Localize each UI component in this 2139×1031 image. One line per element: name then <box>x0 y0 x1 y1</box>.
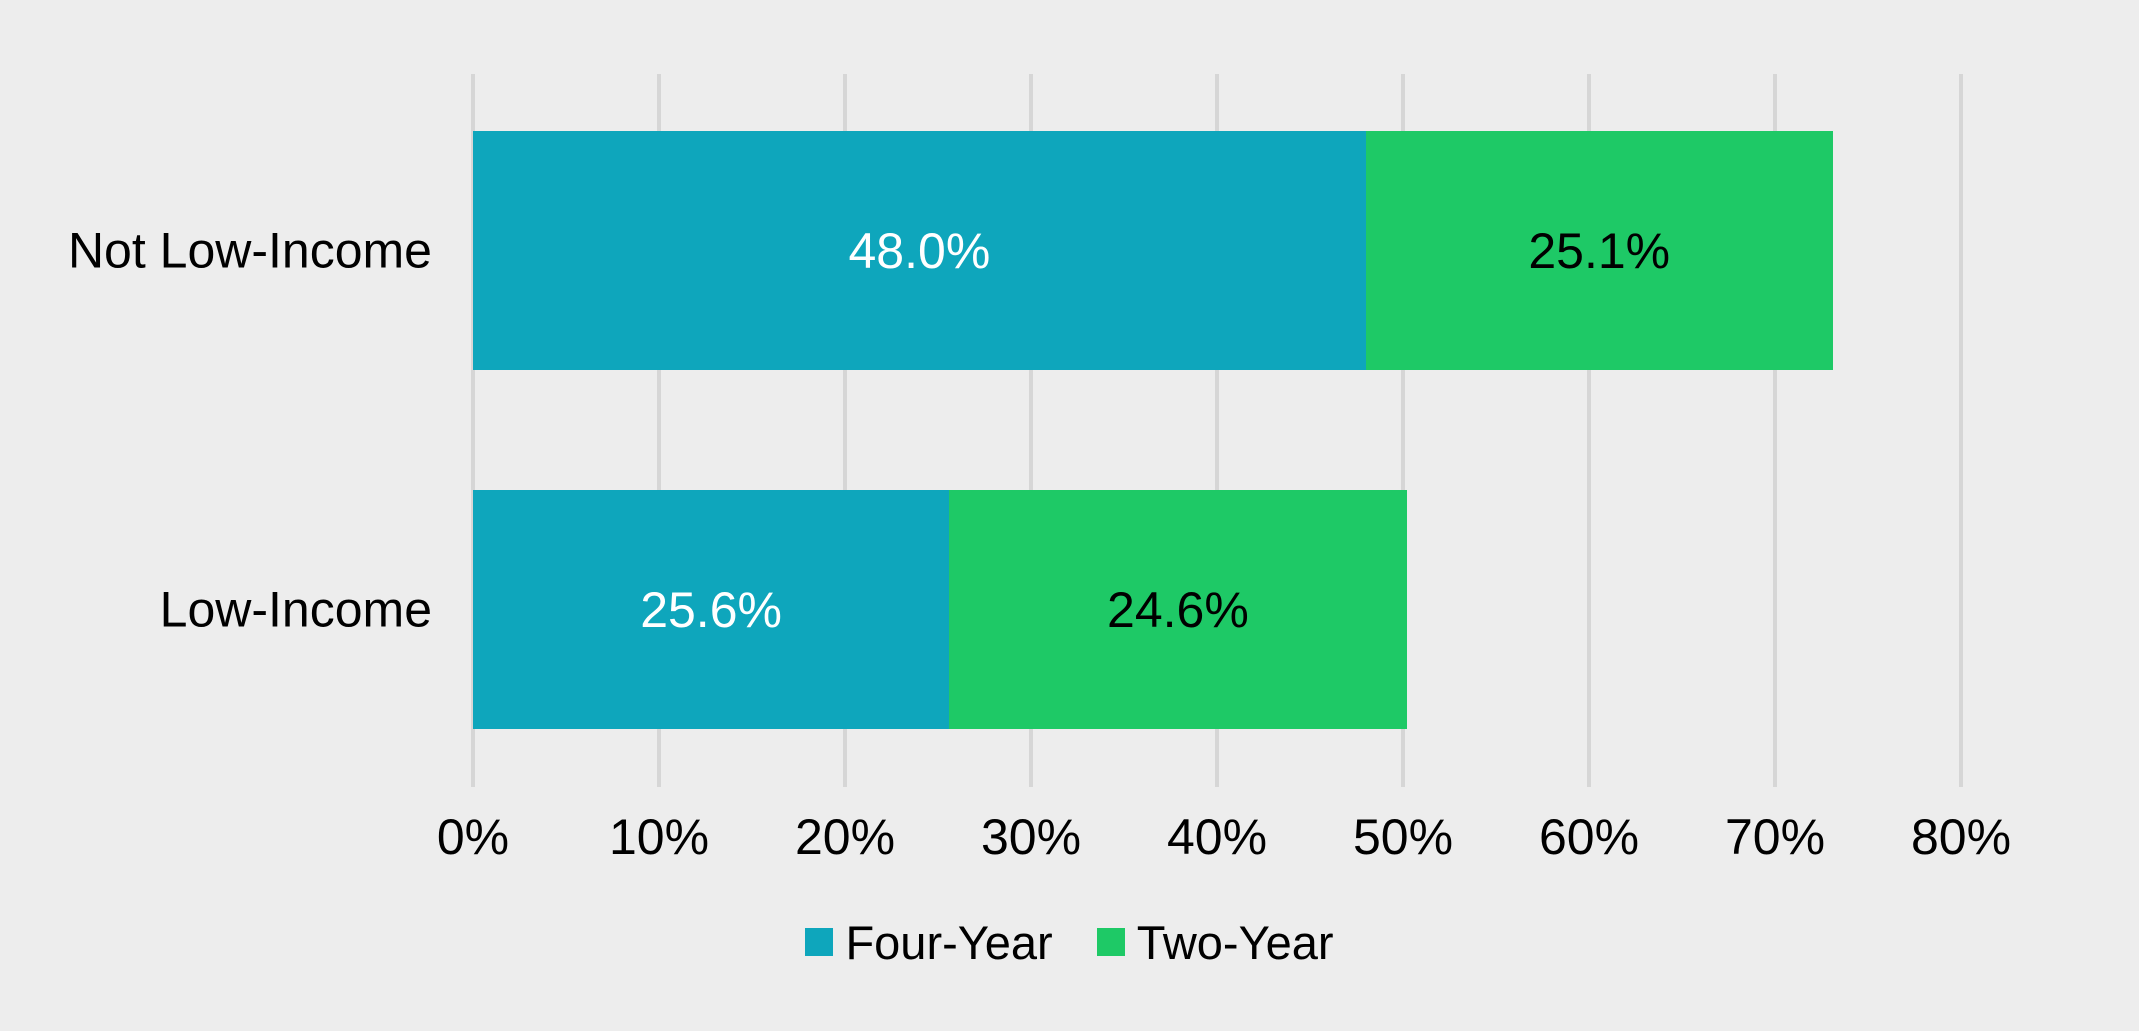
gridline-0- <box>471 74 475 787</box>
data-label-low-income-two-year: 24.6% <box>1107 581 1249 638</box>
gridline-60- <box>1587 74 1591 787</box>
bar-segment-low-income-two-year: 24.6% <box>949 490 1407 729</box>
chart-legend: Four-Year Two-Year <box>0 912 2139 972</box>
gridline-30- <box>1029 74 1033 787</box>
data-label-not-low-income-four-year: 48.0% <box>848 222 991 279</box>
gridline-50- <box>1401 74 1405 787</box>
bar-segment-not-low-income-two-year: 25.1% <box>1365 131 1833 370</box>
category-label-low-income: Low-Income <box>159 580 432 637</box>
legend-item-four-year: Four-Year <box>805 915 1053 969</box>
gridline-80- <box>1959 74 1963 787</box>
x-tick-label-20-: 20% <box>794 809 896 865</box>
bar-segment-low-income-four-year: 25.6% <box>473 490 950 729</box>
gridline-10- <box>657 74 661 787</box>
x-tick-label-40-: 40% <box>1166 809 1268 865</box>
x-tick-label-70-: 70% <box>1724 809 1826 865</box>
legend-swatch-two-year <box>1096 928 1125 956</box>
bar-segment-not-low-income-four-year: 48.0% <box>473 131 1366 370</box>
legend-label-four-year: Four-Year <box>845 915 1053 969</box>
data-label-low-income-four-year: 25.6% <box>640 581 782 638</box>
x-tick-label-10-: 10% <box>608 809 710 865</box>
x-tick-label-30-: 30% <box>980 809 1082 865</box>
x-tick-label-0-: 0% <box>436 809 510 865</box>
data-label-not-low-income-two-year: 25.1% <box>1528 222 1671 279</box>
legend-label-two-year: Two-Year <box>1136 915 1334 969</box>
category-label-not-low-income: Not Low-Income <box>67 221 432 278</box>
legend-item-two-year: Two-Year <box>1096 915 1334 969</box>
x-tick-label-60-: 60% <box>1538 809 1640 865</box>
gridline-20- <box>843 74 847 787</box>
gridline-70- <box>1773 74 1777 787</box>
gridline-40- <box>1215 74 1219 787</box>
legend-swatch-four-year <box>805 928 834 956</box>
x-tick-label-80-: 80% <box>1910 809 2012 865</box>
x-tick-label-50-: 50% <box>1352 809 1454 865</box>
